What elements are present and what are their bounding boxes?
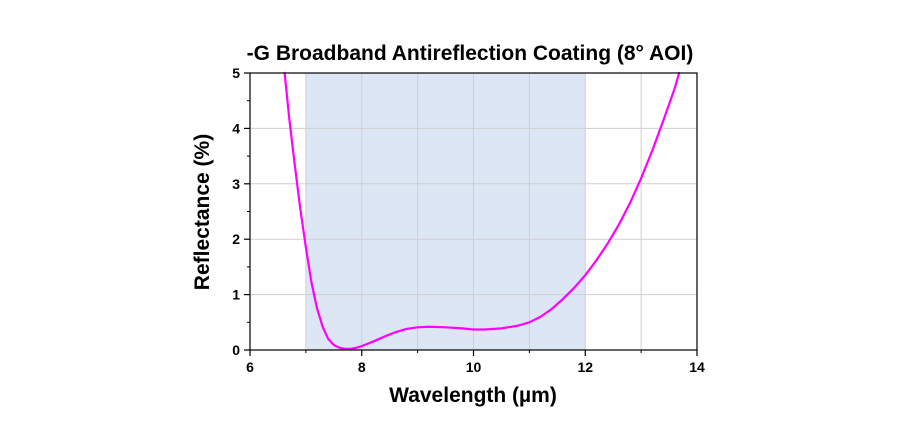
y-tick-label: 2 [232,231,240,247]
y-axis-label: Reflectance (%) [191,134,214,290]
y-tick-label: 1 [232,287,240,303]
x-tick-label: 14 [689,359,705,375]
x-tick-label: 12 [577,359,593,375]
y-tick-label: 0 [232,342,240,358]
x-tick-label: 6 [246,359,254,375]
y-tick-label: 3 [232,176,240,192]
shaded-band [305,73,586,350]
x-axis-label: Wavelength (µm) [389,384,557,407]
reflectance-curve [283,71,681,350]
y-tick-label: 5 [232,65,240,81]
chart-title: -G Broadband Antireflection Coating (8° … [247,42,694,65]
x-tick-label: 8 [358,359,366,375]
x-tick-label: 10 [466,359,482,375]
y-tick-label: 4 [232,120,240,136]
